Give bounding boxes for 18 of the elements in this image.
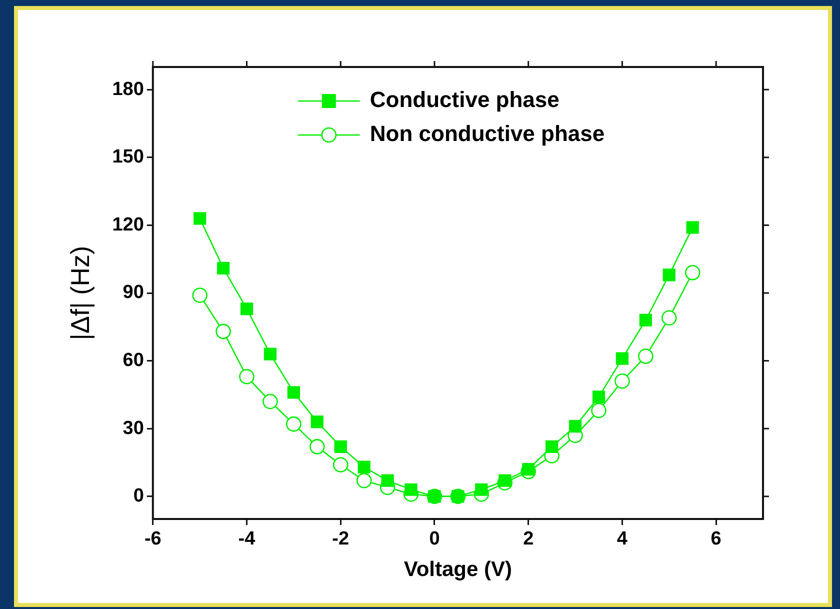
y-tick-label: 60 [122, 350, 144, 372]
x-tick-label: -2 [332, 528, 350, 550]
legend-label: Non conductive phase [370, 121, 605, 146]
y-tick-label: 0 [133, 486, 144, 507]
legend-label: Conductive phase [370, 87, 560, 112]
y-tick-label: 150 [112, 146, 144, 168]
y-tick-label: 90 [122, 282, 144, 304]
y-tick-label: 30 [122, 418, 144, 439]
x-tick-label: 0 [429, 528, 440, 550]
y-axis-title: |Δf| (Hz) [64, 246, 95, 340]
x-tick-label: 6 [710, 528, 722, 550]
x-tick-label: -6 [144, 528, 162, 550]
y-tick-label: 180 [112, 78, 144, 100]
y-tick-label: 120 [112, 214, 144, 236]
x-tick-label: -4 [238, 528, 256, 550]
x-tick-label: 2 [523, 528, 534, 550]
x-axis-title: Voltage (V) [404, 558, 512, 582]
x-tick-label: 4 [616, 528, 628, 550]
